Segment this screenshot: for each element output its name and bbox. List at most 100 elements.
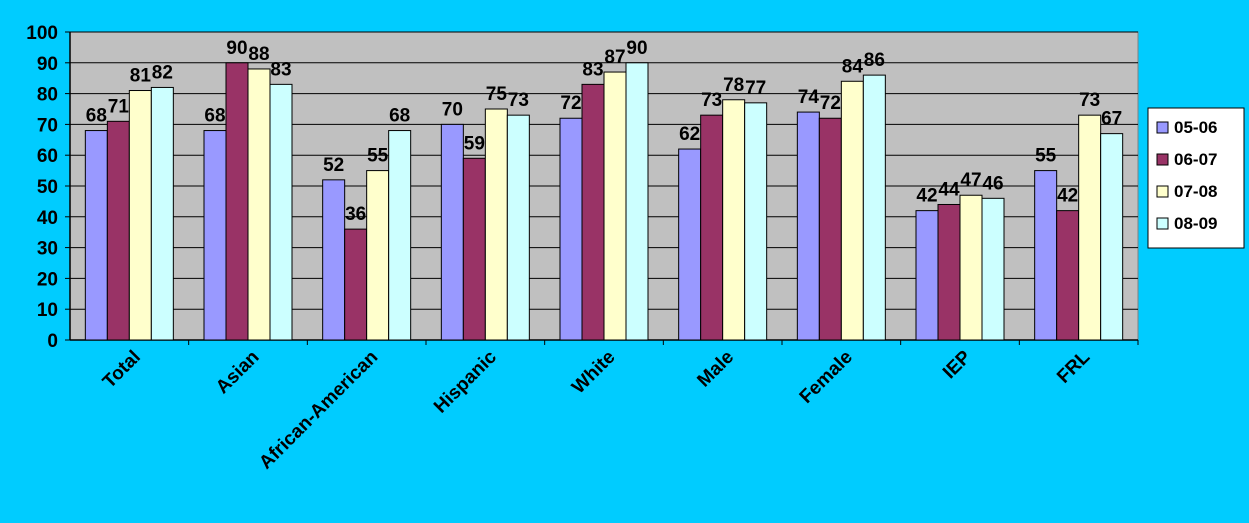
bar-hispanic-08-09: [506, 114, 530, 341]
legend-label-05-06: 05-06: [1174, 118, 1217, 137]
data-label-african-american-07-08: 55: [367, 146, 389, 167]
legend-swatch-05-06: [1156, 121, 1169, 134]
bar-hispanic-05-06: [440, 123, 464, 341]
data-label-asian-08-09: 83: [270, 59, 291, 80]
data-label-frl-07-08: 73: [1079, 90, 1100, 111]
bar-total-08-09: [150, 86, 174, 341]
data-label-iep-07-08: 47: [960, 170, 981, 191]
data-label-iep-05-06: 42: [916, 186, 937, 207]
bar-asian-07-08: [247, 68, 271, 341]
y-tick-label-60: 60: [37, 146, 58, 167]
data-label-white-05-06: 72: [560, 93, 581, 114]
legend-swatch-07-08: [1156, 185, 1169, 198]
bar-male-08-09: [744, 102, 768, 341]
data-label-male-06-07: 73: [701, 90, 722, 111]
bar-total-07-08: [128, 90, 152, 341]
data-label-female-08-09: 86: [864, 50, 885, 71]
data-label-hispanic-05-06: 70: [442, 99, 463, 120]
bar-male-07-08: [722, 99, 746, 341]
bar-white-07-08: [603, 71, 627, 341]
data-label-asian-06-07: 90: [226, 38, 247, 59]
x-tick-label-total: Total: [99, 347, 145, 393]
data-label-hispanic-06-07: 59: [464, 133, 485, 154]
legend: 05-06 06-07 07-08 08-09: [1147, 107, 1245, 249]
legend-label-08-09: 08-09: [1174, 214, 1217, 233]
bar-hispanic-06-07: [462, 157, 486, 341]
y-tick-label-30: 30: [37, 239, 58, 260]
bar-white-06-07: [581, 83, 605, 341]
bar-white-05-06: [559, 117, 583, 341]
x-tick-label-african-american: African-American: [255, 347, 382, 474]
data-label-african-american-06-07: 36: [345, 204, 366, 225]
data-label-iep-06-07: 44: [938, 179, 960, 200]
data-label-white-06-07: 83: [582, 59, 603, 80]
bar-female-06-07: [818, 117, 842, 341]
y-tick-label-50: 50: [37, 177, 58, 198]
data-label-african-american-08-09: 68: [389, 106, 410, 127]
data-label-white-07-08: 87: [604, 47, 625, 68]
bar-iep-05-06: [915, 210, 939, 341]
x-tick-label-frl: FRL: [1053, 346, 1094, 387]
data-label-total-06-07: 71: [108, 96, 130, 117]
bar-white-08-09: [625, 62, 649, 341]
legend-swatch-06-07: [1156, 153, 1169, 166]
bar-frl-05-06: [1034, 170, 1058, 341]
data-label-male-07-08: 78: [723, 75, 744, 96]
bar-african-american-05-06: [322, 179, 346, 341]
y-tick-label-90: 90: [37, 54, 58, 75]
bar-african-american-08-09: [388, 130, 412, 341]
legend-label-07-08: 07-08: [1174, 182, 1217, 201]
data-label-hispanic-08-09: 73: [508, 90, 529, 111]
bar-iep-07-08: [959, 194, 983, 341]
data-label-female-07-08: 84: [842, 56, 864, 77]
bar-total-05-06: [84, 130, 108, 341]
bar-female-07-08: [840, 80, 864, 341]
bar-iep-08-09: [981, 197, 1005, 341]
data-label-frl-06-07: 42: [1057, 186, 1078, 207]
bar-asian-08-09: [269, 83, 293, 341]
y-tick-label-40: 40: [37, 208, 58, 229]
y-tick-label-70: 70: [37, 115, 58, 136]
bar-asian-05-06: [203, 130, 227, 341]
legend-swatch-08-09: [1156, 217, 1169, 230]
legend-label-06-07: 06-07: [1174, 150, 1217, 169]
bar-female-05-06: [796, 111, 820, 341]
data-label-total-05-06: 68: [86, 106, 107, 127]
bar-total-06-07: [106, 120, 130, 341]
x-tick-label-white: White: [568, 347, 619, 398]
bar-asian-06-07: [225, 62, 249, 341]
y-tick-label-80: 80: [37, 85, 58, 106]
bar-iep-06-07: [937, 203, 961, 341]
data-label-female-06-07: 72: [820, 93, 841, 114]
y-tick-label-20: 20: [37, 269, 58, 290]
data-label-asian-05-06: 68: [204, 106, 225, 127]
bar-african-american-06-07: [344, 228, 368, 341]
data-label-asian-07-08: 88: [248, 44, 269, 65]
data-label-frl-08-09: 67: [1101, 109, 1122, 130]
data-label-iep-08-09: 46: [982, 173, 1003, 194]
y-tick-label-10: 10: [37, 300, 58, 321]
x-tick-label-hispanic: Hispanic: [430, 346, 501, 417]
bar-frl-06-07: [1056, 210, 1080, 341]
x-tick-label-iep: IEP: [939, 346, 976, 383]
x-tick-label-male: Male: [693, 347, 738, 392]
bar-male-05-06: [678, 148, 702, 341]
data-label-male-05-06: 62: [679, 124, 700, 145]
bar-frl-07-08: [1078, 114, 1102, 341]
data-label-female-05-06: 74: [798, 87, 820, 108]
bar-hispanic-07-08: [484, 108, 508, 341]
data-label-white-08-09: 90: [626, 38, 647, 59]
bar-female-08-09: [862, 74, 886, 341]
data-label-frl-05-06: 55: [1035, 146, 1057, 167]
data-label-male-08-09: 77: [745, 78, 766, 99]
y-tick-label-100: 100: [26, 23, 58, 44]
x-tick-label-female: Female: [796, 347, 857, 408]
bar-frl-08-09: [1100, 133, 1124, 341]
data-label-african-american-05-06: 52: [323, 155, 344, 176]
data-label-hispanic-07-08: 75: [486, 84, 508, 105]
x-tick-label-asian: Asian: [212, 347, 263, 398]
bar-african-american-07-08: [366, 170, 390, 341]
y-tick-label-0: 0: [47, 331, 58, 352]
